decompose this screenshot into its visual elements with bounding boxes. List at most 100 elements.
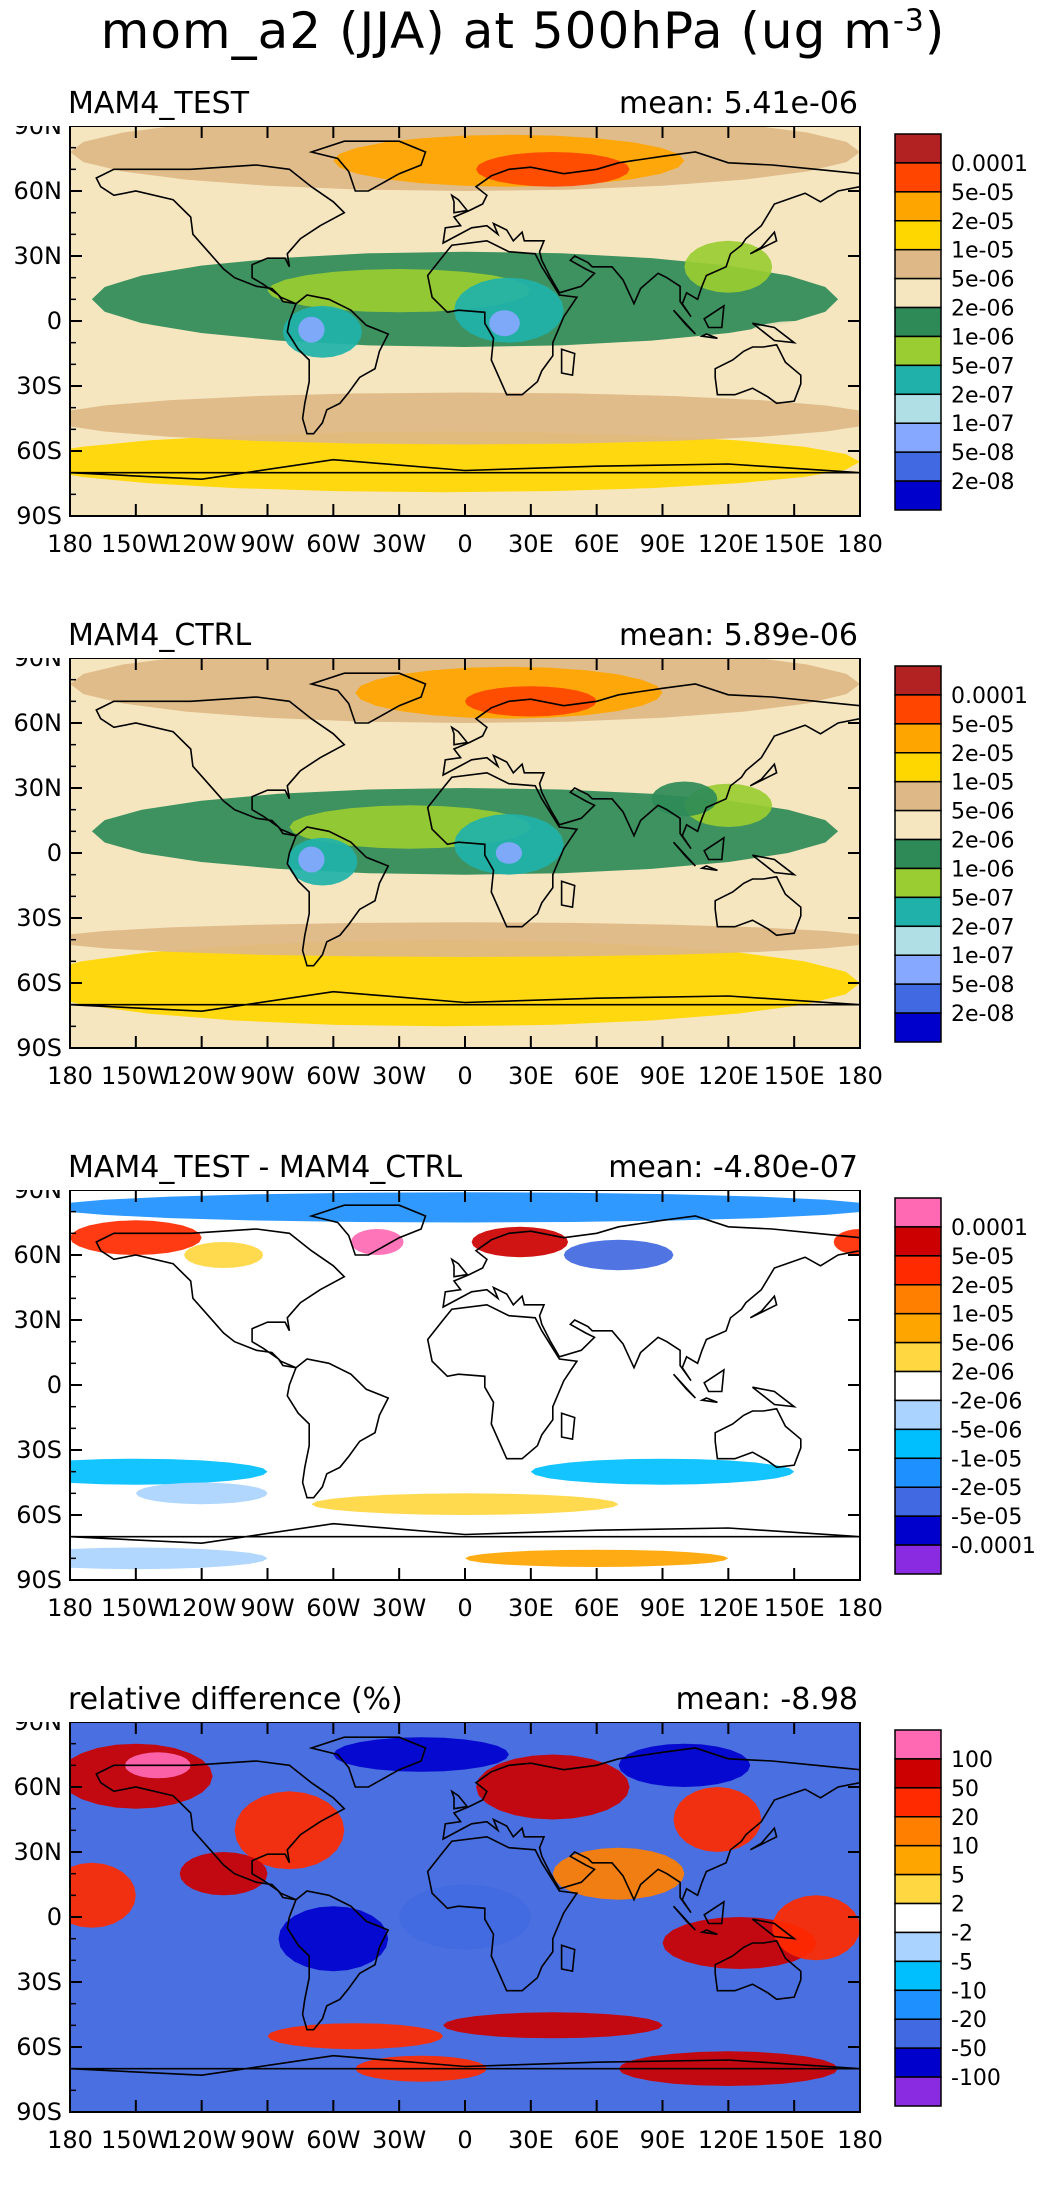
colorbar-swatch — [894, 694, 942, 725]
lat-tick-label: 60S — [16, 437, 62, 465]
coastline — [714, 343, 802, 405]
coastline — [442, 683, 860, 850]
coastline — [426, 1835, 579, 1992]
lon-tick-label: 150E — [764, 2126, 825, 2154]
colorbar-swatch — [894, 2047, 942, 2078]
coastline — [95, 696, 346, 837]
lon-tick-label: 180 — [47, 1594, 93, 1622]
colorbar-label: 2e-06 — [951, 1361, 1014, 1386]
coastline — [70, 458, 860, 481]
colorbar-legend: 0.0001 5e-05 2e-05 1e-05 5e-06 2e-06 1e-06 5e-0… — [894, 665, 1028, 1043]
colorbar-swatch — [894, 335, 942, 367]
coastline — [752, 1386, 797, 1408]
colorbar-swatch — [894, 1341, 942, 1373]
figure-title-close: ) — [924, 2, 946, 60]
contour-region — [70, 392, 860, 445]
colorbar-legend: 0.0001 5e-05 2e-05 1e-05 5e-06 2e-06 1e-06 5e-0… — [894, 133, 1028, 511]
contour-region — [684, 240, 773, 293]
colorbar-label: 5e-08 — [951, 973, 1014, 998]
lon-tick-label: 120E — [698, 2126, 759, 2154]
contour-region — [333, 1737, 509, 1772]
lat-tick-label: 60S — [16, 2033, 62, 2061]
lat-tick-label: 90S — [16, 1034, 62, 1062]
colorbar-swatch — [894, 983, 942, 1014]
coastline — [308, 672, 427, 724]
colorbar-label: 0.0001 — [951, 1216, 1028, 1241]
colorbar-swatch — [894, 1844, 942, 1876]
contour-region — [70, 1220, 202, 1255]
colorbar-label: -5e-06 — [951, 1418, 1022, 1443]
colorbar-label: 5e-06 — [951, 268, 1014, 293]
colorbar-swatch — [894, 1729, 942, 1760]
panel-label: MAM4_TEST - MAM4_CTRL — [68, 1150, 463, 1185]
coastline — [286, 1890, 390, 2031]
colorbar-swatch — [894, 1515, 942, 1546]
contour-region — [184, 1242, 264, 1268]
coastline — [672, 1905, 696, 1931]
coastline — [699, 1397, 718, 1404]
contour-region — [70, 321, 180, 365]
colorbar-swatch — [894, 752, 942, 783]
lat-tick-label: 90N — [14, 126, 63, 140]
lat-tick-label: 0 — [47, 307, 62, 335]
colorbar-swatch — [894, 422, 942, 453]
lon-tick-label: 180 — [837, 530, 883, 558]
lat-tick-label: 90S — [16, 1566, 62, 1594]
lat-tick-label: 0 — [47, 1903, 62, 1931]
colorbar-label: 2e-05 — [951, 1274, 1014, 1299]
colorbar-label: 5e-08 — [951, 441, 1014, 466]
colorbar-label: 2e-08 — [951, 470, 1014, 495]
panel-mean: mean: -8.98 — [675, 1682, 858, 1717]
lon-tick-label: 120W — [167, 530, 237, 558]
contour-region — [465, 1549, 729, 1567]
coastline — [749, 1294, 778, 1319]
contour-region — [350, 1229, 404, 1255]
lon-tick-label: 90W — [240, 530, 294, 558]
lon-tick-label: 30E — [508, 530, 554, 558]
colorbar-label: 50 — [951, 1777, 979, 1802]
contour-field — [70, 126, 860, 493]
colorbar-label: 2e-06 — [951, 829, 1014, 854]
lat-tick-label: 30S — [16, 372, 62, 400]
lat-tick-label: 30N — [14, 242, 63, 270]
colorbar-swatch — [894, 364, 942, 396]
coastline — [560, 348, 576, 377]
contour-region — [179, 1852, 268, 1896]
colorbar-swatch — [894, 393, 942, 424]
colorbar-swatch — [894, 1960, 942, 1992]
colorbar-swatch — [894, 1816, 942, 1847]
lon-tick-label: 0 — [457, 1594, 472, 1622]
colorbar-label: 2e-07 — [951, 383, 1014, 408]
contour-field — [70, 658, 860, 1027]
colorbar-label: -2e-06 — [951, 1389, 1022, 1414]
colorbar-swatch — [894, 1787, 942, 1818]
colorbar-swatch — [894, 665, 942, 696]
panel-label: relative difference (%) — [68, 1682, 403, 1717]
lon-tick-label: 120E — [698, 530, 759, 558]
contour-region — [267, 2023, 444, 2050]
lon-tick-label: 90E — [640, 2126, 686, 2154]
colorbar-label: 1e-07 — [951, 944, 1014, 969]
coastline — [286, 826, 390, 967]
coastline — [308, 140, 427, 192]
colorbar-label: 1e-05 — [951, 771, 1014, 796]
lat-tick-label: 30N — [14, 1306, 63, 1334]
lon-tick-label: 30W — [372, 2126, 426, 2154]
colorbar-swatch — [894, 1284, 942, 1315]
panel-label: MAM4_TEST — [68, 86, 250, 121]
panel-label: MAM4_CTRL — [68, 618, 252, 653]
contour-region — [234, 1791, 345, 1870]
colorbar-swatch — [894, 220, 942, 251]
lon-tick-label: 30E — [508, 2126, 554, 2154]
colorbar-label: 1e-06 — [951, 857, 1014, 882]
lon-tick-label: 120E — [698, 1062, 759, 1090]
colorbar-swatch — [894, 162, 942, 193]
coastline — [699, 333, 718, 340]
coastline — [749, 1826, 778, 1851]
colorbar-label: 5 — [951, 1864, 965, 1889]
figure-title-superscript: -3 — [892, 3, 925, 39]
coastline — [703, 836, 725, 861]
colorbar-swatch — [894, 1012, 942, 1043]
lat-tick-label: 60N — [14, 1241, 63, 1269]
